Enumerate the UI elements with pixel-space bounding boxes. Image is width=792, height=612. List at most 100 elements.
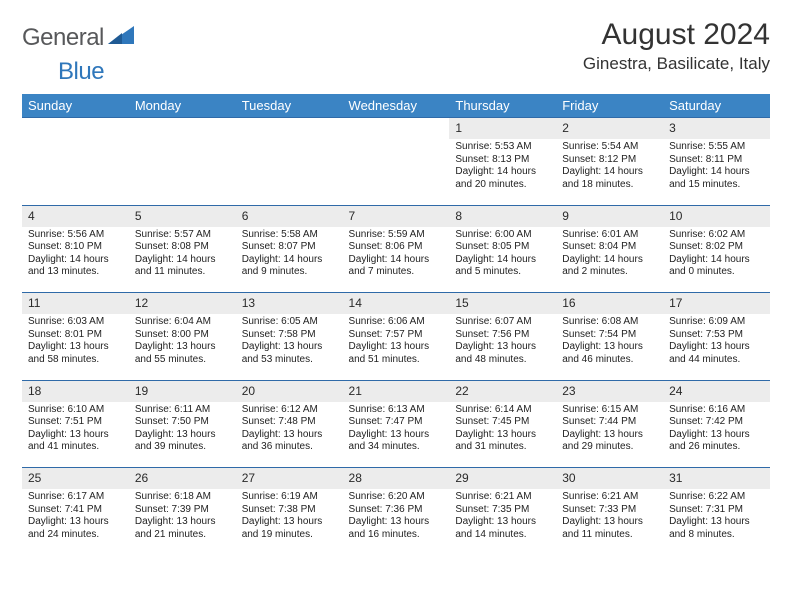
sunrise-text: Sunrise: 6:20 AM <box>349 491 444 504</box>
sunrise-text: Sunrise: 6:21 AM <box>562 491 657 504</box>
day-content-cell: Sunrise: 6:08 AMSunset: 7:54 PMDaylight:… <box>556 314 663 380</box>
day-content-cell: Sunrise: 6:19 AMSunset: 7:38 PMDaylight:… <box>236 489 343 555</box>
week-content-row: Sunrise: 5:53 AMSunset: 8:13 PMDaylight:… <box>22 139 770 205</box>
day-content-cell: Sunrise: 6:12 AMSunset: 7:48 PMDaylight:… <box>236 402 343 468</box>
sunrise-text: Sunrise: 6:03 AM <box>28 316 123 329</box>
day-content-cell: Sunrise: 6:17 AMSunset: 7:41 PMDaylight:… <box>22 489 129 555</box>
calendar-body: 123Sunrise: 5:53 AMSunset: 8:13 PMDaylig… <box>22 118 770 556</box>
day-number-cell: 25 <box>22 468 129 490</box>
daylight-text: Daylight: 13 hours and 51 minutes. <box>349 341 444 366</box>
day-header-row: Sunday Monday Tuesday Wednesday Thursday… <box>22 94 770 118</box>
daylight-text: Daylight: 14 hours and 13 minutes. <box>28 254 123 279</box>
month-title: August 2024 <box>583 18 770 52</box>
sunrise-text: Sunrise: 6:05 AM <box>242 316 337 329</box>
day-content-cell: Sunrise: 6:04 AMSunset: 8:00 PMDaylight:… <box>129 314 236 380</box>
day-number-cell: 29 <box>449 468 556 490</box>
day-number-cell <box>236 118 343 140</box>
week-daynum-row: 25262728293031 <box>22 468 770 490</box>
day-number-cell <box>129 118 236 140</box>
sunrise-text: Sunrise: 6:06 AM <box>349 316 444 329</box>
sunrise-text: Sunrise: 6:08 AM <box>562 316 657 329</box>
day-number-cell: 30 <box>556 468 663 490</box>
sunset-text: Sunset: 8:05 PM <box>455 241 550 254</box>
sunrise-text: Sunrise: 5:59 AM <box>349 229 444 242</box>
week-content-row: Sunrise: 6:17 AMSunset: 7:41 PMDaylight:… <box>22 489 770 555</box>
day-content-cell: Sunrise: 6:02 AMSunset: 8:02 PMDaylight:… <box>663 227 770 293</box>
daylight-text: Daylight: 13 hours and 46 minutes. <box>562 341 657 366</box>
daylight-text: Daylight: 13 hours and 24 minutes. <box>28 516 123 541</box>
daylight-text: Daylight: 14 hours and 9 minutes. <box>242 254 337 279</box>
sunrise-text: Sunrise: 6:22 AM <box>669 491 764 504</box>
dayname-wed: Wednesday <box>343 94 450 118</box>
daylight-text: Daylight: 13 hours and 39 minutes. <box>135 429 230 454</box>
day-content-cell: Sunrise: 6:09 AMSunset: 7:53 PMDaylight:… <box>663 314 770 380</box>
day-number-cell: 22 <box>449 380 556 402</box>
sunset-text: Sunset: 7:44 PM <box>562 416 657 429</box>
day-number-cell: 1 <box>449 118 556 140</box>
day-number-cell <box>22 118 129 140</box>
sunset-text: Sunset: 7:57 PM <box>349 329 444 342</box>
day-number-cell: 15 <box>449 293 556 315</box>
daylight-text: Daylight: 14 hours and 20 minutes. <box>455 166 550 191</box>
daylight-text: Daylight: 13 hours and 11 minutes. <box>562 516 657 541</box>
dayname-thu: Thursday <box>449 94 556 118</box>
day-number-cell: 6 <box>236 205 343 227</box>
daylight-text: Daylight: 13 hours and 44 minutes. <box>669 341 764 366</box>
week-content-row: Sunrise: 5:56 AMSunset: 8:10 PMDaylight:… <box>22 227 770 293</box>
daylight-text: Daylight: 14 hours and 7 minutes. <box>349 254 444 279</box>
day-content-cell: Sunrise: 5:55 AMSunset: 8:11 PMDaylight:… <box>663 139 770 205</box>
day-content-cell <box>129 139 236 205</box>
day-content-cell: Sunrise: 6:11 AMSunset: 7:50 PMDaylight:… <box>129 402 236 468</box>
day-number-cell: 12 <box>129 293 236 315</box>
sunrise-text: Sunrise: 6:18 AM <box>135 491 230 504</box>
daylight-text: Daylight: 13 hours and 14 minutes. <box>455 516 550 541</box>
day-content-cell: Sunrise: 6:06 AMSunset: 7:57 PMDaylight:… <box>343 314 450 380</box>
daylight-text: Daylight: 14 hours and 11 minutes. <box>135 254 230 279</box>
week-daynum-row: 18192021222324 <box>22 380 770 402</box>
day-number-cell: 5 <box>129 205 236 227</box>
sunrise-text: Sunrise: 6:19 AM <box>242 491 337 504</box>
week-content-row: Sunrise: 6:03 AMSunset: 8:01 PMDaylight:… <box>22 314 770 380</box>
day-number-cell: 21 <box>343 380 450 402</box>
dayname-tue: Tuesday <box>236 94 343 118</box>
day-number-cell: 4 <box>22 205 129 227</box>
sunrise-text: Sunrise: 6:10 AM <box>28 404 123 417</box>
week-daynum-row: 123 <box>22 118 770 140</box>
day-number-cell: 31 <box>663 468 770 490</box>
sunset-text: Sunset: 7:31 PM <box>669 504 764 517</box>
sunset-text: Sunset: 8:06 PM <box>349 241 444 254</box>
logo-word-1: General <box>22 24 104 52</box>
daylight-text: Daylight: 13 hours and 16 minutes. <box>349 516 444 541</box>
day-content-cell: Sunrise: 6:14 AMSunset: 7:45 PMDaylight:… <box>449 402 556 468</box>
sunrise-text: Sunrise: 6:16 AM <box>669 404 764 417</box>
dayname-fri: Friday <box>556 94 663 118</box>
sunrise-text: Sunrise: 6:11 AM <box>135 404 230 417</box>
sunset-text: Sunset: 7:35 PM <box>455 504 550 517</box>
sunset-text: Sunset: 7:56 PM <box>455 329 550 342</box>
sunrise-text: Sunrise: 5:57 AM <box>135 229 230 242</box>
daylight-text: Daylight: 13 hours and 53 minutes. <box>242 341 337 366</box>
sunset-text: Sunset: 7:36 PM <box>349 504 444 517</box>
day-number-cell: 18 <box>22 380 129 402</box>
daylight-text: Daylight: 14 hours and 18 minutes. <box>562 166 657 191</box>
day-content-cell: Sunrise: 6:07 AMSunset: 7:56 PMDaylight:… <box>449 314 556 380</box>
daylight-text: Daylight: 14 hours and 5 minutes. <box>455 254 550 279</box>
day-content-cell: Sunrise: 6:05 AMSunset: 7:58 PMDaylight:… <box>236 314 343 380</box>
dayname-mon: Monday <box>129 94 236 118</box>
day-content-cell: Sunrise: 5:54 AMSunset: 8:12 PMDaylight:… <box>556 139 663 205</box>
day-number-cell: 9 <box>556 205 663 227</box>
logo-word-2: Blue <box>58 58 104 86</box>
day-content-cell: Sunrise: 6:22 AMSunset: 7:31 PMDaylight:… <box>663 489 770 555</box>
day-content-cell <box>22 139 129 205</box>
daylight-text: Daylight: 13 hours and 48 minutes. <box>455 341 550 366</box>
daylight-text: Daylight: 13 hours and 58 minutes. <box>28 341 123 366</box>
sunrise-text: Sunrise: 5:55 AM <box>669 141 764 154</box>
sunrise-text: Sunrise: 5:58 AM <box>242 229 337 242</box>
week-daynum-row: 11121314151617 <box>22 293 770 315</box>
sunset-text: Sunset: 7:50 PM <box>135 416 230 429</box>
day-content-cell: Sunrise: 6:21 AMSunset: 7:33 PMDaylight:… <box>556 489 663 555</box>
sunset-text: Sunset: 7:58 PM <box>242 329 337 342</box>
sunset-text: Sunset: 7:53 PM <box>669 329 764 342</box>
day-content-cell: Sunrise: 6:21 AMSunset: 7:35 PMDaylight:… <box>449 489 556 555</box>
day-content-cell: Sunrise: 6:00 AMSunset: 8:05 PMDaylight:… <box>449 227 556 293</box>
